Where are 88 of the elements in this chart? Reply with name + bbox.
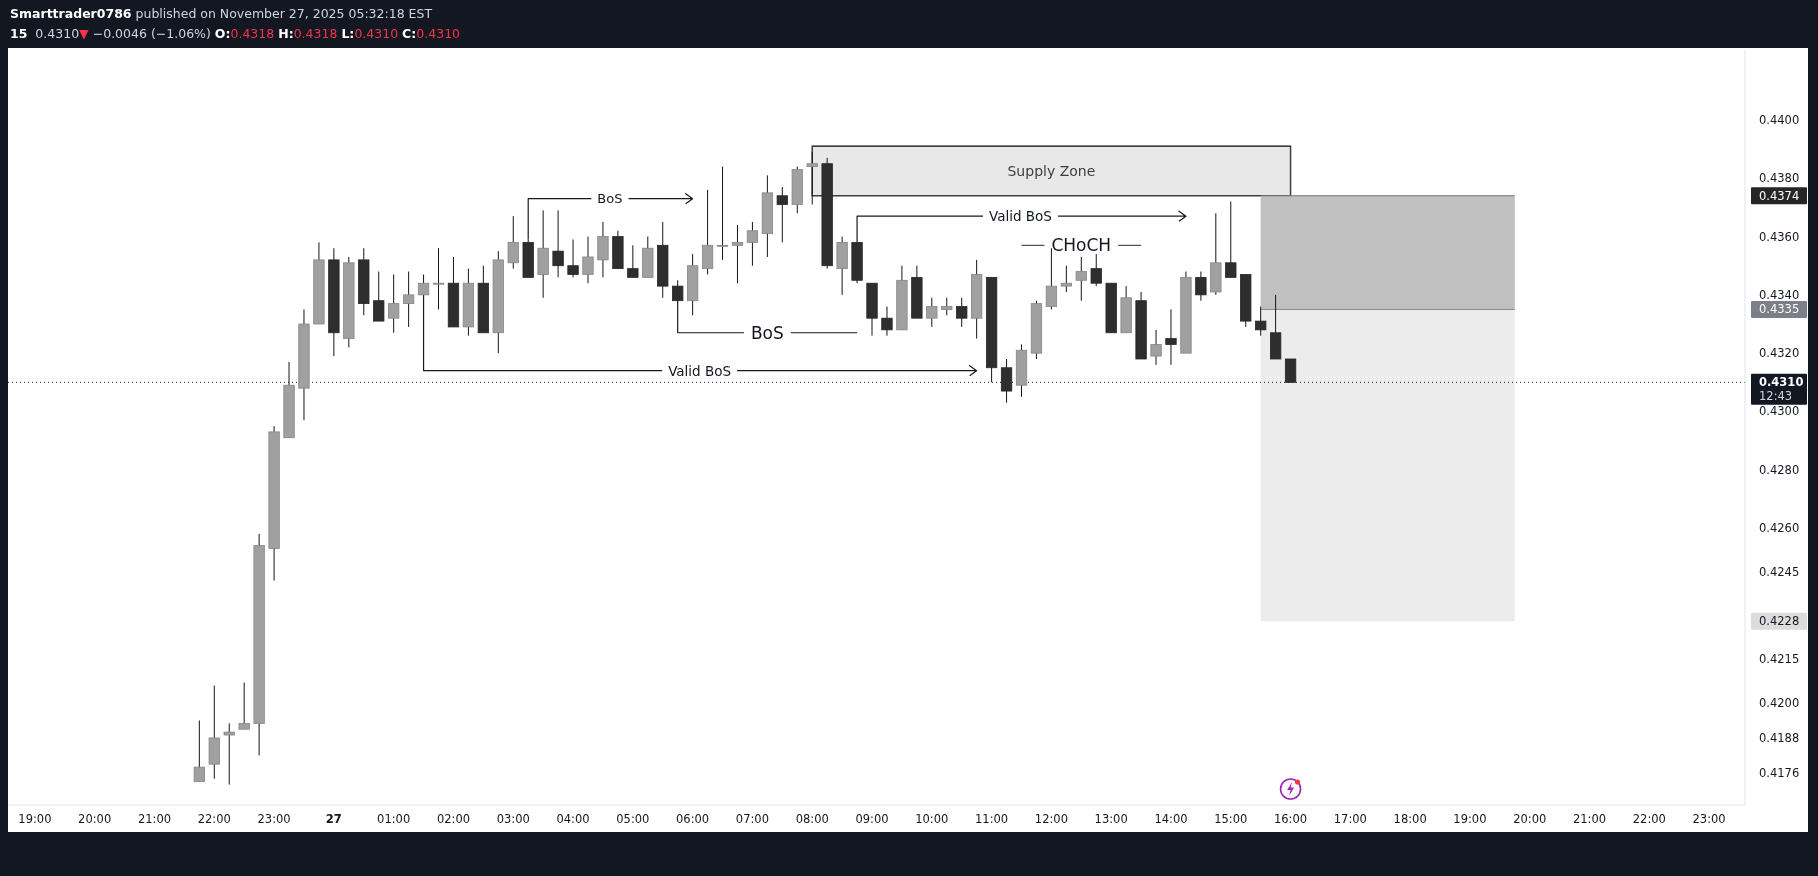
candlestick <box>552 209 564 278</box>
candlestick <box>701 189 714 275</box>
candlestick <box>1284 358 1297 383</box>
candlestick <box>1000 358 1013 404</box>
candlestick <box>776 186 788 243</box>
candlestick <box>956 297 968 328</box>
chart-title: Smarttrader0786 published on November 27, 2025 05:32:18 EST <box>10 6 433 21</box>
x-tick-label: 17:00 <box>1333 812 1367 826</box>
y-tick-label: 0.4260 <box>1759 521 1800 536</box>
y-tick-label: 0.4228 <box>1759 614 1800 629</box>
candlestick <box>1090 253 1102 287</box>
x-tick-label: 12:00 <box>1034 812 1068 826</box>
x-tick-label: 08:00 <box>795 812 829 826</box>
annotation: Valid BoS <box>989 208 1052 225</box>
x-tick-label: 27 <box>325 812 342 826</box>
x-tick-label: 18:00 <box>1393 812 1427 826</box>
annotation: CHoCH <box>1051 235 1112 256</box>
candlestick <box>582 236 594 284</box>
annotation: Valid BoS <box>668 362 732 379</box>
x-tick-label: 19:00 <box>18 812 52 826</box>
y-tick-label: 0.4380 <box>1759 171 1800 186</box>
candlestick <box>1060 265 1072 293</box>
x-tick-label: 19:00 <box>1453 812 1487 826</box>
y-tick-label: 0.4335 <box>1759 302 1800 317</box>
x-tick-label: 13:00 <box>1094 812 1128 826</box>
candlestick <box>373 271 385 322</box>
x-tick-label: 22:00 <box>197 812 231 826</box>
candlestick <box>881 306 893 337</box>
y-tick-label: 0.4188 <box>1759 730 1800 745</box>
x-tick-label: 07:00 <box>735 812 770 826</box>
x-tick-label: 22:00 <box>1632 812 1666 826</box>
candlestick <box>1150 329 1162 366</box>
candlestick <box>388 273 400 334</box>
candlestick <box>417 273 430 296</box>
x-tick-label: 04:00 <box>556 812 590 826</box>
text: 12:43 <box>1759 389 1793 404</box>
candlestick <box>806 151 818 205</box>
candlestick <box>1225 201 1237 278</box>
x-tick-label: 20:00 <box>78 812 112 826</box>
x-tick-label: 16:00 <box>1273 812 1308 826</box>
y-tick-label: 0.4245 <box>1759 564 1800 579</box>
candlestick <box>746 221 759 267</box>
y-tick-label: 0.4320 <box>1759 346 1800 361</box>
x-tick-label: 14:00 <box>1154 812 1188 826</box>
ref-line-label: 0.4310 <box>1759 375 1804 390</box>
y-tick-label: 0.4200 <box>1759 695 1800 710</box>
y-tick-label: 0.4360 <box>1759 229 1800 244</box>
y-tick-label: 0.4340 <box>1759 287 1800 302</box>
x-tick-label: 02:00 <box>436 812 471 826</box>
y-tick-label: 0.4374 <box>1759 188 1800 203</box>
candlestick <box>238 682 250 730</box>
x-tick-label: 21:00 <box>137 812 172 826</box>
candlestick <box>627 244 639 278</box>
text: 15 0.4310▼ −0.0046 (−1.06%) O:0.4318 H:0.4318 L:0.4310 C:0.4310 <box>10 26 461 41</box>
x-tick-label: 23:00 <box>257 812 291 826</box>
candlestick <box>402 271 415 328</box>
x-tick-label: 15:00 <box>1214 812 1248 826</box>
x-tick-label: 09:00 <box>855 812 889 826</box>
candlestick <box>1075 256 1087 302</box>
y-tick-label: 0.4215 <box>1759 652 1800 667</box>
candlestick <box>597 221 609 278</box>
y-tick-label: 0.4400 <box>1759 112 1800 127</box>
series-label: Supply Zone <box>1007 162 1096 179</box>
x-tick-label: 03:00 <box>496 812 530 826</box>
candlestick <box>507 215 519 270</box>
y-tick-label: 0.4300 <box>1759 404 1800 419</box>
x-tick-label: 06:00 <box>676 812 710 826</box>
candlestick <box>1165 308 1177 366</box>
x-tick-label: 01:00 <box>377 812 411 826</box>
x-tick-label: 11:00 <box>975 812 1009 826</box>
candlestick <box>1255 306 1267 337</box>
x-tick-label: 21:00 <box>1572 812 1607 826</box>
candlestick <box>567 238 579 278</box>
x-tick-label: 23:00 <box>1692 812 1726 826</box>
candlestick <box>731 224 744 284</box>
annotation: BoS <box>750 322 784 343</box>
y-tick-label: 0.4280 <box>1759 462 1800 477</box>
candlestick <box>1195 271 1207 302</box>
candlestick <box>193 719 205 783</box>
x-tick-label: 05:00 <box>616 812 650 826</box>
y-tick-label: 0.4176 <box>1759 765 1800 780</box>
x-tick-label: 20:00 <box>1513 812 1547 826</box>
candlestick <box>926 297 938 328</box>
candlestick <box>432 247 445 310</box>
x-tick-label: 10:00 <box>915 812 949 826</box>
annotation: BoS <box>597 191 623 207</box>
candlestick <box>716 166 729 261</box>
candlestick <box>223 722 235 786</box>
